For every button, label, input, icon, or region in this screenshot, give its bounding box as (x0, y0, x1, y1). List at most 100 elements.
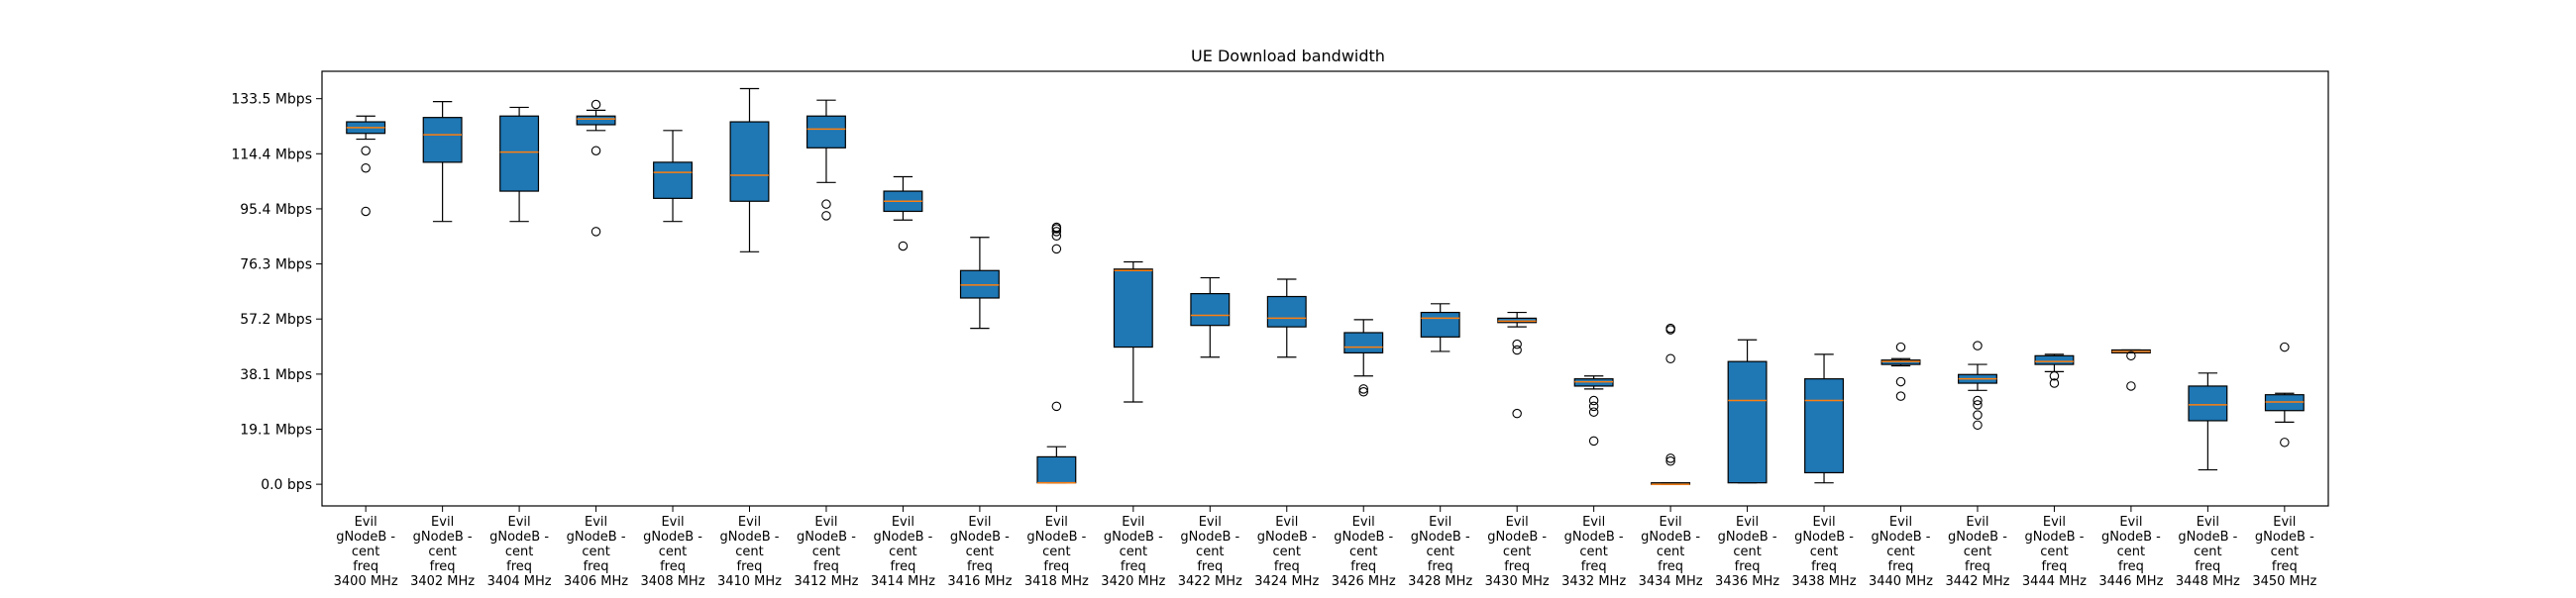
x-tick-label-line: 3420 MHz (1101, 574, 1165, 589)
x-tick-label: Evil gNodeB -cent freq 3404 MHz (487, 515, 552, 589)
x-tick-label-line: freq (584, 559, 609, 574)
y-tick-label: 57.2 Mbps (240, 312, 312, 328)
x-tick-label-line: gNodeB - (1948, 530, 2007, 545)
outlier-point (2126, 350, 2136, 361)
x-tick-label-line: gNodeB - (1411, 530, 1470, 545)
box-iqr (805, 115, 846, 149)
outlier-point (1895, 342, 1906, 352)
x-tick-label-line: 3400 MHz (334, 574, 398, 589)
x-tick-label-line: cent (1657, 545, 1684, 559)
x-tick-label: Evil gNodeB -cent freq 3436 MHz (1715, 515, 1779, 589)
box-group (2034, 353, 2075, 388)
outlier-point (1358, 384, 1368, 394)
box-group (2188, 372, 2228, 471)
x-tick-label-line: freq (1581, 559, 1607, 574)
x-tick-label-line: gNodeB - (2255, 530, 2314, 545)
x-tick-label-line: freq (1197, 559, 1223, 574)
box-group (1266, 278, 1307, 358)
box-iqr (1420, 311, 1460, 338)
x-tick-label-line: 3446 MHz (2098, 574, 2163, 589)
x-tick-label-line: 3422 MHz (1178, 574, 1242, 589)
x-tick-label-line: 3440 MHz (1869, 574, 1933, 589)
x-tick-label-line: gNodeB - (1104, 530, 1163, 545)
x-tick-label-line: cent (582, 545, 609, 559)
x-tick-label-line: Evil (2119, 515, 2142, 530)
x-tick-label-line: cent (1886, 545, 1914, 559)
x-tick-label-line: cent (2271, 545, 2299, 559)
outlier-point (821, 211, 831, 221)
outlier-point (821, 199, 831, 209)
x-tick-label-line: gNodeB - (1026, 530, 1086, 545)
x-tick-label-line: 3406 MHz (564, 574, 628, 589)
outlier-point (1665, 453, 1675, 463)
box-iqr (2188, 385, 2228, 422)
x-tick-label-line: 3402 MHz (410, 574, 475, 589)
x-tick-label-line: 3424 MHz (1254, 574, 1319, 589)
x-tick-label-line: Evil (2043, 515, 2066, 530)
x-tick-label-line: Evil (1660, 515, 1682, 530)
x-tick-label: Evil gNodeB -cent freq 3438 MHz (1792, 515, 1857, 589)
x-tick-label-line: freq (2041, 559, 2067, 574)
outlier-point (590, 146, 601, 155)
x-tick-label-line: Evil (968, 515, 991, 530)
x-tick-label-line: Evil (814, 515, 837, 530)
x-tick-label-line: cent (428, 545, 456, 559)
x-tick-label-line: Evil (355, 515, 377, 530)
x-tick-label-line: Evil (1966, 515, 1988, 530)
x-tick-label-line: freq (1350, 559, 1376, 574)
x-tick-label: Evil gNodeB -cent freq 3432 MHz (1561, 515, 1626, 589)
box-group (1343, 319, 1384, 397)
x-tick-label-line: cent (1733, 545, 1761, 559)
plot-frame (321, 70, 2329, 507)
box-group (1804, 353, 1845, 484)
box-group (576, 99, 616, 237)
box-group (1420, 303, 1460, 352)
x-tick-label-line: Evil (1506, 515, 1529, 530)
box-group (959, 237, 1000, 330)
x-tick-label: Evil gNodeB -cent freq 3416 MHz (947, 515, 1012, 589)
x-tick-label: Evil gNodeB -cent freq 3410 MHz (717, 515, 782, 589)
box-iqr (2034, 354, 2075, 365)
outlier-point (2049, 378, 2060, 388)
x-tick-label-line: 3410 MHz (717, 574, 782, 589)
x-tick-label-line: 3426 MHz (1332, 574, 1396, 589)
x-tick-label-line: Evil (1582, 515, 1605, 530)
outlier-point (1051, 222, 1062, 233)
x-tick-label-line: cent (2194, 545, 2221, 559)
x-tick-label-line: cent (2040, 545, 2068, 559)
x-tick-label-line: freq (813, 559, 839, 574)
x-tick-label-line: cent (1042, 545, 1070, 559)
x-tick-label-line: 3442 MHz (1945, 574, 2009, 589)
y-tick-label: 133.5 Mbps (231, 92, 312, 108)
x-tick-label-line: Evil (1122, 515, 1144, 530)
x-tick-label-line: cent (1273, 545, 1301, 559)
x-tick-label-line: freq (660, 559, 686, 574)
x-tick-label-line: freq (353, 559, 378, 574)
box-iqr (499, 115, 540, 192)
x-tick-label: Evil gNodeB -cent freq 3450 MHz (2252, 515, 2316, 589)
x-tick-label-line: cent (1810, 545, 1838, 559)
x-tick-label-line: 3416 MHz (947, 574, 1012, 589)
x-tick-label-line: 3412 MHz (794, 574, 858, 589)
outlier-point (1973, 420, 1983, 431)
x-tick-label-line: 3430 MHz (1485, 574, 1550, 589)
x-tick-label-line: gNodeB - (720, 530, 780, 545)
outlier-point (361, 162, 371, 173)
outlier-point (1588, 395, 1599, 406)
x-tick-label: Evil gNodeB -cent freq 3400 MHz (334, 515, 398, 589)
outlier-point (1358, 387, 1368, 397)
x-tick-label-line: freq (1735, 559, 1761, 574)
x-tick-label-line: gNodeB - (1564, 530, 1624, 545)
box-iqr (422, 117, 463, 163)
outlier-point (1973, 410, 1983, 420)
box-group (1190, 276, 1231, 358)
x-tick-label-line: Evil (892, 515, 914, 530)
x-tick-label-line: 3432 MHz (1561, 574, 1626, 589)
outlier-point (2049, 370, 2060, 381)
x-tick-label-line: freq (1504, 559, 1530, 574)
box-group (805, 99, 846, 221)
box-group (1880, 342, 1921, 401)
